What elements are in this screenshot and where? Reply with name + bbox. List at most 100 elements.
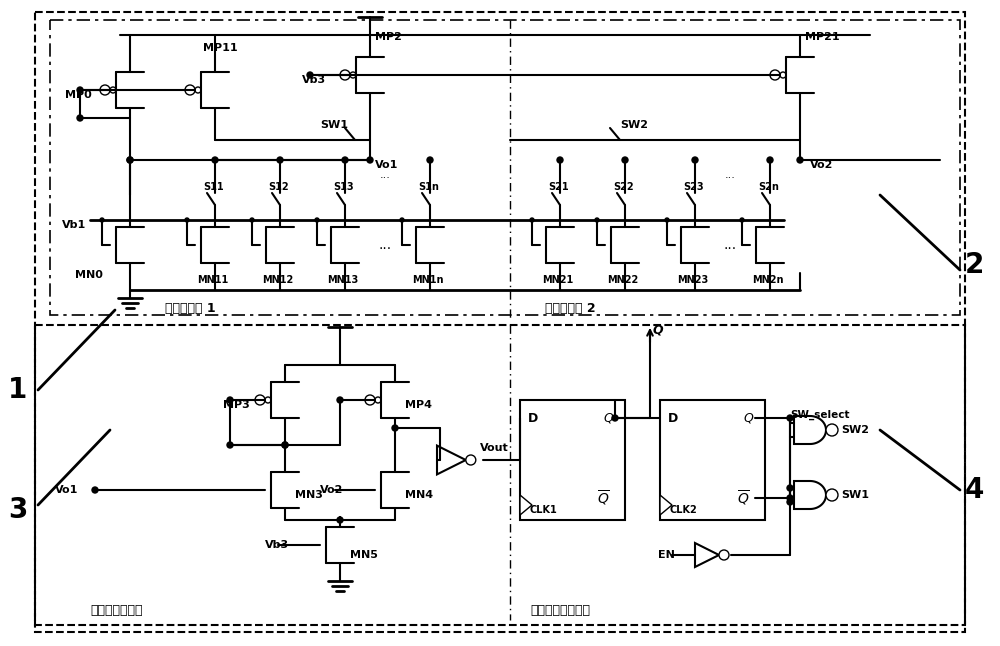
Circle shape <box>365 395 375 405</box>
Bar <box>50 20 960 315</box>
Text: SW1: SW1 <box>320 120 348 130</box>
Text: Vo1: Vo1 <box>55 485 78 495</box>
Circle shape <box>350 72 356 78</box>
Circle shape <box>466 455 476 465</box>
Circle shape <box>127 157 133 163</box>
Circle shape <box>227 397 233 403</box>
Bar <box>35 325 965 625</box>
Text: Vb3: Vb3 <box>302 75 326 85</box>
Text: Q: Q <box>743 412 753 424</box>
Circle shape <box>826 424 838 436</box>
Text: MN0: MN0 <box>75 270 103 280</box>
Circle shape <box>740 218 744 222</box>
Text: S13: S13 <box>333 182 354 192</box>
Circle shape <box>622 157 628 163</box>
Text: MN5: MN5 <box>350 550 378 560</box>
Text: ...: ... <box>725 170 735 180</box>
Text: S11: S11 <box>203 182 224 192</box>
Text: MP11: MP11 <box>203 43 238 53</box>
Text: MN1n: MN1n <box>412 275 444 285</box>
Text: MN2n: MN2n <box>752 275 784 285</box>
Circle shape <box>787 415 793 421</box>
Text: 电流镜矩阵 1: 电流镜矩阵 1 <box>165 302 216 315</box>
Text: S2n: S2n <box>758 182 779 192</box>
Text: 1: 1 <box>8 376 27 404</box>
Circle shape <box>392 425 398 431</box>
Text: MP3: MP3 <box>223 400 250 410</box>
Circle shape <box>340 70 350 80</box>
Circle shape <box>227 442 233 448</box>
Text: MN21: MN21 <box>542 275 573 285</box>
Circle shape <box>127 157 133 163</box>
Bar <box>660 400 765 520</box>
Text: MN23: MN23 <box>677 275 708 285</box>
Polygon shape <box>794 481 826 509</box>
Text: MP21: MP21 <box>805 32 840 42</box>
Circle shape <box>337 397 343 403</box>
Text: Vo2: Vo2 <box>810 160 833 170</box>
Polygon shape <box>437 446 466 474</box>
Text: SW2: SW2 <box>620 120 648 130</box>
Circle shape <box>692 157 698 163</box>
Text: SW1: SW1 <box>841 490 869 500</box>
Circle shape <box>337 517 343 523</box>
Circle shape <box>307 72 313 78</box>
Circle shape <box>530 218 534 222</box>
Circle shape <box>612 415 618 421</box>
Text: MN3: MN3 <box>295 490 323 500</box>
Polygon shape <box>660 495 672 515</box>
Circle shape <box>77 115 83 121</box>
Text: MP4: MP4 <box>405 400 432 410</box>
Text: SW2: SW2 <box>841 425 869 435</box>
Circle shape <box>780 72 786 78</box>
Circle shape <box>92 487 98 493</box>
Text: 感知放大器电路: 感知放大器电路 <box>90 603 143 616</box>
Circle shape <box>787 485 793 491</box>
Circle shape <box>265 397 271 403</box>
Text: MN22: MN22 <box>607 275 638 285</box>
Circle shape <box>212 157 218 163</box>
Text: 3: 3 <box>8 496 27 524</box>
Circle shape <box>665 218 669 222</box>
Circle shape <box>100 85 110 95</box>
Polygon shape <box>794 416 826 444</box>
Text: SW_select: SW_select <box>790 410 850 420</box>
Circle shape <box>427 157 433 163</box>
Circle shape <box>282 442 288 448</box>
Circle shape <box>100 218 104 222</box>
Text: S23: S23 <box>683 182 704 192</box>
Circle shape <box>277 157 283 163</box>
Circle shape <box>255 395 265 405</box>
Circle shape <box>797 157 803 163</box>
Text: S1n: S1n <box>418 182 439 192</box>
Text: S22: S22 <box>613 182 634 192</box>
Text: MN13: MN13 <box>327 275 358 285</box>
Text: Q: Q <box>603 412 613 424</box>
Circle shape <box>767 157 773 163</box>
Circle shape <box>367 157 373 163</box>
Circle shape <box>282 442 288 448</box>
Text: D: D <box>528 412 538 424</box>
Text: S12: S12 <box>268 182 289 192</box>
Text: ...: ... <box>723 238 737 252</box>
Text: $\overline{Q}$: $\overline{Q}$ <box>597 488 610 508</box>
Circle shape <box>595 218 599 222</box>
Circle shape <box>375 397 381 403</box>
Text: Vo2: Vo2 <box>320 485 343 495</box>
Text: Vb1: Vb1 <box>62 220 86 230</box>
Text: Vout: Vout <box>480 443 509 453</box>
Circle shape <box>77 87 83 93</box>
Text: S21: S21 <box>548 182 569 192</box>
Text: CLK2: CLK2 <box>670 505 698 515</box>
Circle shape <box>342 157 348 163</box>
Text: MN4: MN4 <box>405 490 433 500</box>
Text: EN: EN <box>658 550 675 560</box>
Circle shape <box>185 85 195 95</box>
Text: ...: ... <box>380 170 390 180</box>
Text: 反馈检测逻辑电路: 反馈检测逻辑电路 <box>530 603 590 616</box>
Circle shape <box>557 157 563 163</box>
Text: MP0: MP0 <box>65 90 92 100</box>
Polygon shape <box>520 495 532 515</box>
Bar <box>520 400 625 520</box>
Text: $\overline{Q}$: $\overline{Q}$ <box>737 488 750 508</box>
